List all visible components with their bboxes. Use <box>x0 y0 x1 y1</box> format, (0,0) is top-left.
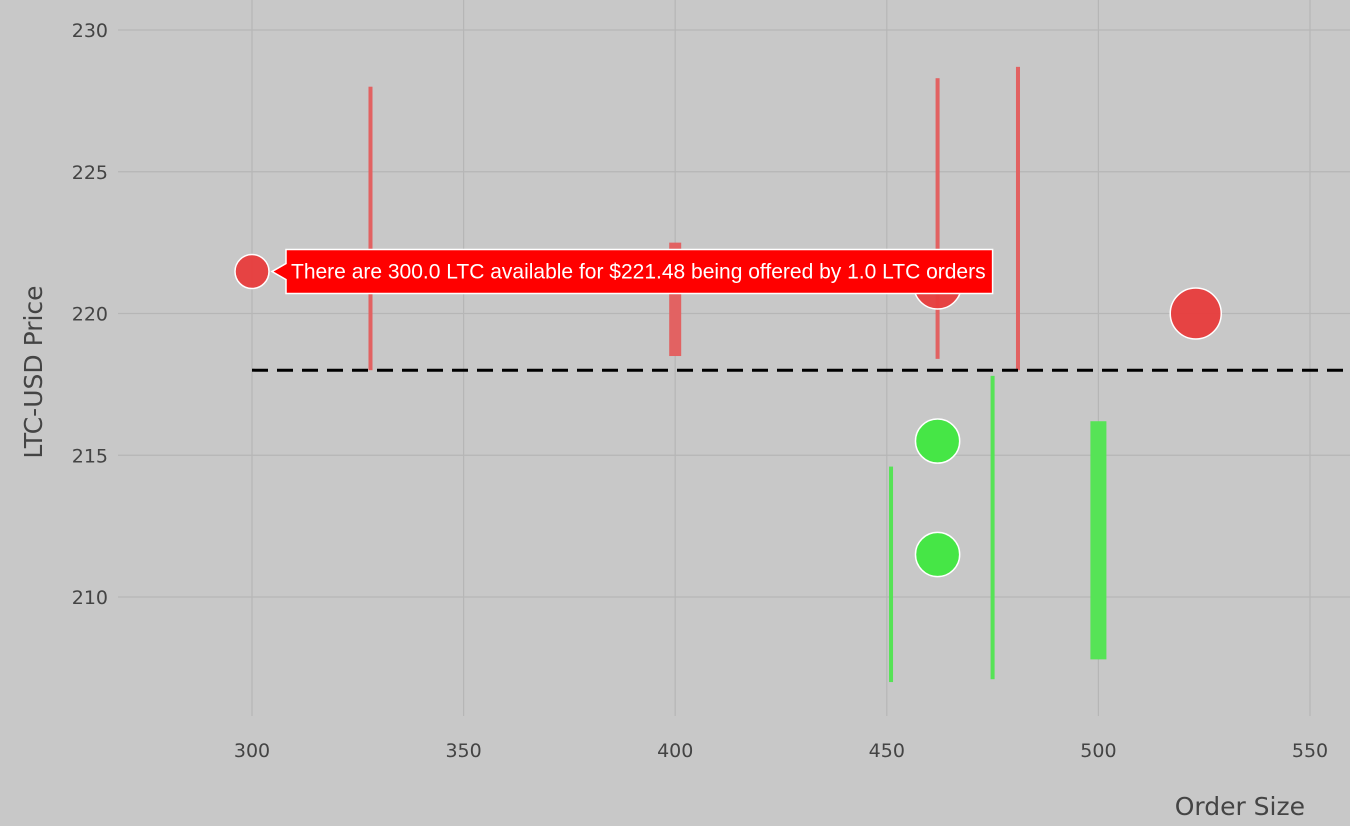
ask-range-bar[interactable] <box>368 86 373 371</box>
y-axis-title: LTC-USD Price <box>19 285 48 458</box>
y-tick-label: 230 <box>72 20 108 42</box>
ask-point[interactable] <box>234 253 270 290</box>
grid-layer <box>118 0 1350 716</box>
ask-range-bar[interactable] <box>935 78 940 359</box>
x-tick-label: 400 <box>657 740 693 762</box>
y-tick-label: 210 <box>72 587 108 609</box>
x-tick-label: 500 <box>1080 740 1116 762</box>
tick-labels: 300 350 400 450 500 550 210 215 220 225 230 <box>72 20 1328 762</box>
x-tick-label: 350 <box>445 740 481 762</box>
x-tick-label: 550 <box>1292 740 1328 762</box>
tooltip-box <box>270 248 994 295</box>
ask-range-bar[interactable] <box>1015 66 1020 371</box>
y-tick-label: 220 <box>72 304 108 326</box>
tooltip-text: There are 300.0 LTC available for $221.4… <box>291 261 986 284</box>
y-tick-label: 215 <box>72 445 108 467</box>
bid-point[interactable] <box>914 418 961 464</box>
bid-point[interactable] <box>914 531 961 578</box>
x-axis-title: Order Size <box>1175 792 1305 821</box>
bid-range-bar[interactable] <box>889 466 894 683</box>
y-tick-label: 225 <box>72 162 108 184</box>
hover-tooltip: There are 300.0 LTC available for $221.4… <box>270 248 994 295</box>
bid-range-bar[interactable] <box>990 375 995 680</box>
x-tick-label: 450 <box>869 740 905 762</box>
ask-point[interactable] <box>1169 287 1222 340</box>
x-tick-label: 300 <box>234 740 270 762</box>
tooltip: There are 300.0 LTC available for $221.4… <box>270 248 994 295</box>
bid-range-bar[interactable] <box>1090 421 1107 660</box>
